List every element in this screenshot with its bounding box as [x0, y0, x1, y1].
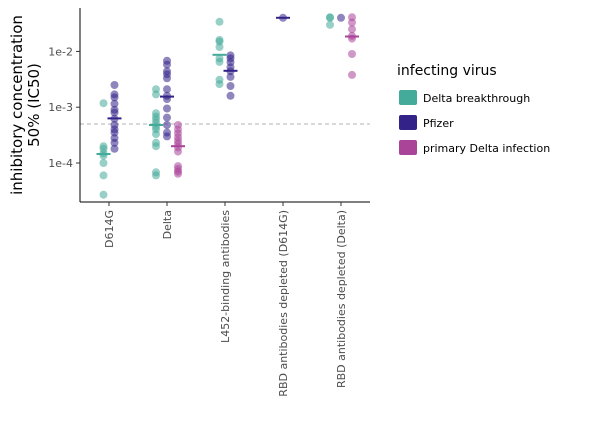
data-point [110, 93, 119, 102]
y-tick-label: 1e-3 [48, 101, 73, 114]
data-point [348, 50, 356, 58]
data-point [215, 17, 224, 26]
y-tick-label: 1e-4 [48, 157, 73, 170]
data-point [152, 130, 160, 139]
axes-layer [79, 8, 370, 203]
legend-label: Delta breakthrough [423, 92, 530, 105]
legend-label: Pfizer [423, 117, 454, 130]
data-point [110, 81, 119, 89]
data-point [348, 25, 356, 34]
x-tick-label: RBD antibodies depleted (D614G) [277, 210, 290, 397]
x-tick-label: RBD antibodies depleted (Delta) [335, 210, 348, 388]
data-point [226, 91, 235, 100]
data-point [110, 138, 119, 147]
data-point [348, 18, 356, 27]
data-point [174, 147, 182, 156]
data-point [337, 13, 345, 22]
legend: infecting virus Delta breakthrough Pfizer… [397, 63, 550, 155]
y-axis-title-line1: inhibitory concentration [8, 15, 26, 195]
legend-swatch [399, 115, 417, 130]
y-ticks: 1e-4 1e-3 1e-2 [48, 45, 80, 170]
y-axis-title: inhibitory concentration 50% (IC50) [8, 15, 43, 195]
data-point [163, 132, 171, 141]
data-point [326, 20, 334, 29]
data-point [163, 60, 171, 69]
data-point [326, 13, 334, 22]
data-point [163, 104, 171, 113]
data-point [174, 169, 182, 178]
data-point [215, 57, 224, 66]
data-point [110, 99, 119, 108]
points-layer [99, 13, 356, 199]
data-point [99, 171, 108, 180]
data-point [163, 85, 171, 94]
data-point [215, 80, 224, 89]
data-point [99, 99, 108, 108]
x-ticks: D614G Delta L452-binding antibodies RBD ant… [103, 202, 348, 397]
data-point [152, 90, 160, 99]
x-tick-label: Delta [161, 210, 174, 239]
data-point [215, 43, 224, 51]
data-point [99, 151, 108, 160]
x-tick-label: D614G [103, 210, 116, 248]
data-point [110, 128, 119, 137]
legend-title: infecting virus [397, 63, 497, 79]
y-axis-title-line2: 50% (IC50) [25, 63, 43, 147]
data-point [99, 190, 108, 199]
data-point [348, 70, 356, 79]
data-point [110, 108, 119, 117]
x-tick-label: L452-binding antibodies [219, 210, 232, 343]
legend-label: primary Delta infection [423, 142, 550, 155]
data-point [163, 74, 171, 83]
data-point [163, 121, 171, 129]
data-point [163, 113, 171, 122]
legend-swatch [399, 90, 417, 105]
y-tick-label: 1e-2 [48, 45, 73, 58]
median-layer [96, 16, 359, 155]
data-point [110, 144, 119, 153]
legend-swatch [399, 140, 417, 155]
data-point [99, 159, 108, 167]
data-point [152, 171, 160, 180]
data-point [226, 82, 235, 90]
data-point [226, 72, 235, 81]
data-point [152, 142, 160, 151]
